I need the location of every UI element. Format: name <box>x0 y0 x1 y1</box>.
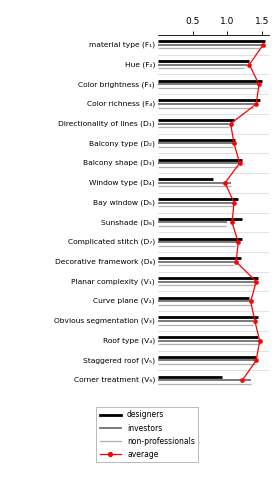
Text: Balcony type (D₂): Balcony type (D₂) <box>89 140 155 146</box>
Text: Color brightness (F₃): Color brightness (F₃) <box>78 81 155 87</box>
Text: Curve plane (V₂): Curve plane (V₂) <box>94 298 155 304</box>
Legend: designers, investors, non-professionals, average: designers, investors, non-professionals,… <box>96 408 198 462</box>
Text: Bay window (D₅): Bay window (D₅) <box>93 200 155 206</box>
Text: Sunshade (D₆): Sunshade (D₆) <box>101 219 155 226</box>
Text: Window type (D₄): Window type (D₄) <box>89 180 155 186</box>
Text: Directionality of lines (D₁): Directionality of lines (D₁) <box>58 120 155 127</box>
Text: Staggered roof (V₅): Staggered roof (V₅) <box>83 357 155 364</box>
Text: Roof type (V₄): Roof type (V₄) <box>103 338 155 344</box>
Text: Balcony shape (D₃): Balcony shape (D₃) <box>83 160 155 166</box>
Text: Color richness (F₄): Color richness (F₄) <box>87 101 155 107</box>
Text: Decorative framework (D₈): Decorative framework (D₈) <box>55 258 155 265</box>
Text: Planar complexity (V₁): Planar complexity (V₁) <box>71 278 155 285</box>
Text: material type (F₁): material type (F₁) <box>89 42 155 48</box>
Text: Corner treatment (V₆): Corner treatment (V₆) <box>74 377 155 384</box>
Text: Obvious segmentation (V₃): Obvious segmentation (V₃) <box>54 318 155 324</box>
Text: Complicated stitch (D₇): Complicated stitch (D₇) <box>68 239 155 246</box>
Text: Hue (F₂): Hue (F₂) <box>125 62 155 68</box>
